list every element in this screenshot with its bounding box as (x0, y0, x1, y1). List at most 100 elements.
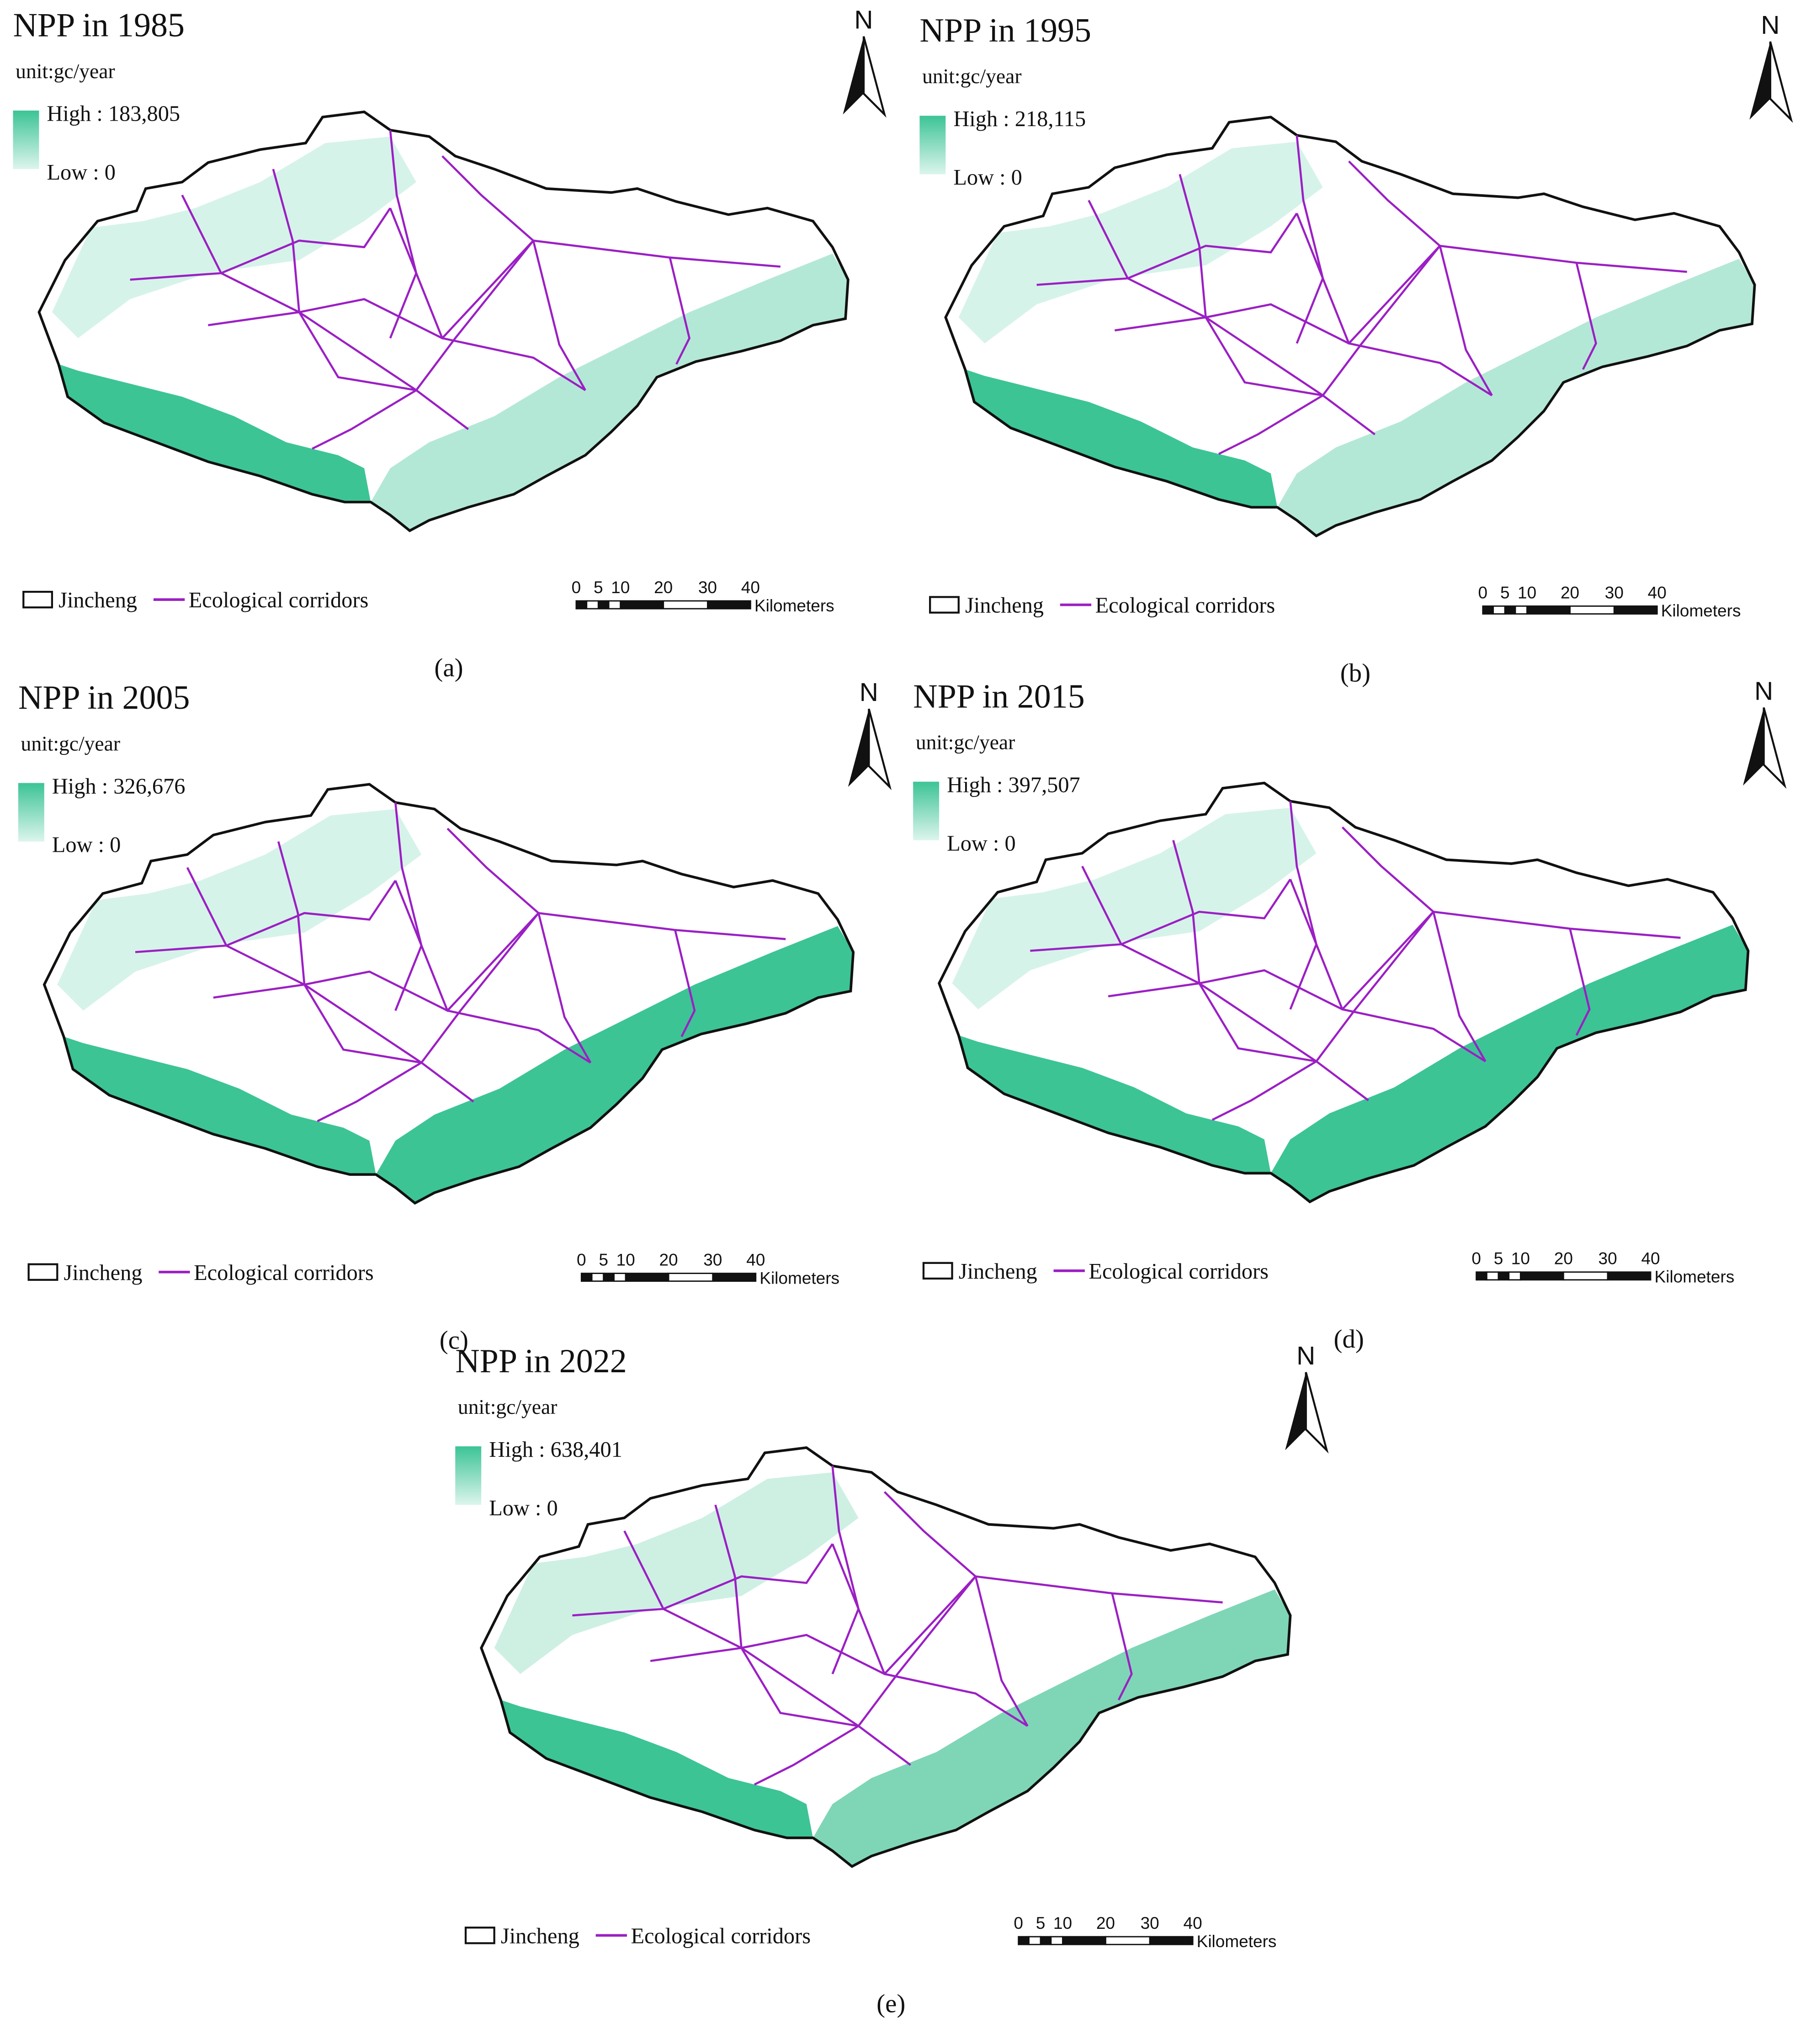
scale-label: 5 (1500, 583, 1510, 602)
ecological-corridor (1036, 212, 1298, 286)
scale-unit: Kilometers (1197, 1932, 1277, 1951)
panel-caption: (d) (1333, 1325, 1364, 1354)
scale-label: 5 (1036, 1914, 1046, 1933)
ecological-corridor (572, 1543, 834, 1617)
ecological-corridor (1575, 262, 1597, 370)
ecological-corridor (674, 929, 696, 1037)
north-arrow (1763, 707, 1787, 789)
scale-bar-segment (625, 1273, 669, 1282)
scale-bar-segment (1482, 605, 1494, 615)
scale-bar-segment (1105, 1936, 1151, 1945)
legend-high: High : 183,805 (47, 102, 181, 126)
ecological-corridor (213, 983, 422, 1064)
map-panel: NPP in 2005 unit:gc/year High : 326,676 Low… (18, 678, 892, 1355)
scale-bar-segment (663, 600, 708, 610)
ecological-corridor (831, 1465, 860, 1675)
scale-bar-segment (603, 1273, 615, 1282)
unit-label: unit:gc/year (16, 59, 115, 83)
npp-south-area (965, 369, 1278, 508)
npp-east-area (1270, 924, 1748, 1202)
unit-label: unit:gc/year (916, 730, 1015, 754)
npp-south-area (58, 364, 371, 502)
scale-bar-segment (1526, 605, 1571, 615)
scale-label: 10 (1518, 583, 1536, 602)
legend-high: High : 397,507 (947, 773, 1080, 797)
north-arrow (1749, 42, 1770, 120)
map-title: NPP in 2022 (455, 1343, 627, 1380)
scale-bar-segment (1062, 1936, 1106, 1945)
npp-east-area (376, 926, 854, 1203)
scale-label: 10 (1511, 1249, 1530, 1268)
legend-low: Low : 0 (953, 165, 1022, 190)
ecological-corridor (1348, 160, 1687, 273)
legend-corridor-label: Ecological corridors (1089, 1259, 1269, 1284)
unit-label: unit:gc/year (458, 1395, 557, 1418)
scale-label: 10 (611, 578, 630, 597)
legend-boundary-swatch (27, 1263, 58, 1281)
map-title: NPP in 1985 (13, 7, 185, 44)
scale-bar-segment (1486, 1271, 1499, 1281)
legend-low: Low : 0 (47, 160, 116, 185)
scale-bar-segment (1498, 1271, 1510, 1281)
scale-bar-segment (1607, 1271, 1652, 1281)
scale-label: 20 (1096, 1914, 1115, 1933)
map-panel: NPP in 1995 unit:gc/year High : 218,115 Low… (919, 11, 1793, 687)
unit-label: unit:gc/year (922, 64, 1021, 88)
ecological-corridor (1439, 245, 1493, 396)
north-arrow (1305, 1372, 1329, 1454)
map-title: NPP in 1995 (919, 12, 1091, 49)
region-outline (937, 781, 1750, 1204)
ecological-corridor (135, 880, 397, 953)
scale-label: 20 (659, 1250, 678, 1269)
ecological-corridor (208, 311, 417, 392)
legend-boundary-label: Jincheng (58, 588, 137, 612)
scale-bar-segment (586, 600, 599, 610)
region-outline (944, 116, 1756, 538)
scale-bar-segment (1613, 605, 1658, 615)
scale-label: 0 (572, 578, 581, 597)
map-title: NPP in 2005 (18, 679, 190, 717)
legend-corridor-label: Ecological corridors (631, 1924, 811, 1948)
north-label: N (860, 678, 878, 707)
north-label: N (854, 5, 873, 35)
ecological-corridor (1030, 878, 1291, 952)
legend-boundary-swatch (22, 590, 53, 609)
legend-ramp (913, 781, 940, 840)
scale-unit: Kilometers (1655, 1267, 1735, 1286)
scale-unit: Kilometers (759, 1269, 839, 1287)
legend-corridor-label: Ecological corridors (189, 588, 369, 612)
scale-label: 40 (746, 1250, 765, 1269)
ecological-corridor (446, 828, 786, 940)
legend-low: Low : 0 (489, 1496, 558, 1520)
north-arrow (1743, 707, 1764, 786)
legend-high: High : 638,401 (489, 1438, 622, 1462)
scale-bar-segment (580, 1273, 593, 1282)
legend-boundary-label: Jincheng (64, 1261, 143, 1285)
scale-bar-segment (608, 600, 621, 610)
scale-bar-segment (613, 1273, 627, 1282)
legend-boundary-label: Jincheng (501, 1924, 579, 1948)
scale-label: 30 (703, 1250, 722, 1269)
scale-label: 40 (741, 578, 760, 597)
ecological-corridor (1111, 1593, 1133, 1701)
legend-boundary-swatch (929, 596, 960, 614)
scale-bar-segment (1492, 605, 1506, 615)
north-arrow (1285, 1372, 1306, 1450)
scale-label: 0 (577, 1250, 586, 1269)
scale-bar-segment (1476, 1271, 1487, 1281)
north-arrow (868, 708, 892, 791)
ecological-corridor (389, 130, 418, 339)
scale-bar-segment (1519, 1271, 1564, 1281)
north-arrow (1769, 41, 1793, 123)
region-outline (37, 110, 850, 532)
legend-high: High : 326,676 (52, 774, 186, 798)
scale-label: 40 (1641, 1249, 1660, 1268)
legend-corridor-label: Ecological corridors (1095, 594, 1275, 618)
ecological-corridor (650, 1646, 859, 1727)
ecological-corridor (1296, 135, 1324, 344)
scale-bar-segment (1504, 605, 1516, 615)
scale-bar-segment (575, 600, 588, 610)
panel-caption: (e) (876, 1989, 905, 2018)
scale-label: 30 (698, 578, 717, 597)
